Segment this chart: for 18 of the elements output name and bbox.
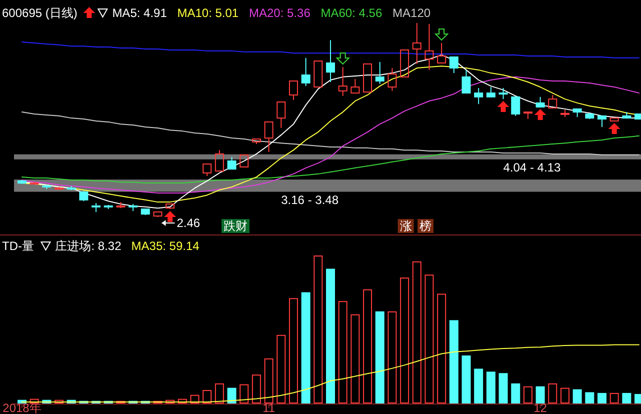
text: MA35: 59.14	[131, 239, 200, 253]
chart-title: 600695 (日线)	[2, 6, 78, 20]
text: 涨	[400, 219, 412, 233]
legend-label: MA5: 4.91	[112, 6, 168, 20]
text: MA10: 5.01	[177, 6, 239, 20]
text: MA20: 5.36	[249, 6, 311, 20]
text: 榜	[420, 219, 432, 233]
annotation: 2.46	[176, 216, 200, 230]
band-label: 3.16 - 3.48	[281, 192, 339, 207]
x-tick-label: 11	[262, 401, 276, 414]
band-label: 4.04 - 4.13	[503, 160, 561, 174]
x-tick-label: 2018年	[2, 401, 42, 414]
text: MA120	[392, 6, 431, 20]
text: MA60: 4.56	[320, 6, 382, 20]
text: 庄进场: 8.32	[55, 239, 122, 253]
x-tick-label: 12	[534, 401, 548, 414]
text: 跌财	[223, 219, 248, 233]
chart-title: TD-量	[2, 239, 34, 253]
